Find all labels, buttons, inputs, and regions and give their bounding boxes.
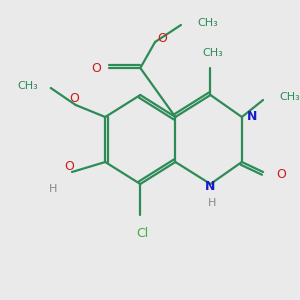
Text: Cl: Cl — [136, 227, 148, 240]
Text: O: O — [70, 92, 80, 104]
Text: CH₃: CH₃ — [197, 18, 218, 28]
Text: CH₃: CH₃ — [202, 48, 223, 58]
Text: O: O — [91, 61, 101, 74]
Text: CH₃: CH₃ — [17, 81, 38, 91]
Text: CH₃: CH₃ — [280, 92, 300, 102]
Text: N: N — [205, 180, 216, 193]
Text: H: H — [208, 198, 217, 208]
Text: O: O — [276, 167, 286, 181]
Text: O: O — [64, 160, 74, 173]
Text: H: H — [50, 184, 58, 194]
Text: O: O — [158, 32, 167, 44]
Text: N: N — [247, 110, 257, 124]
